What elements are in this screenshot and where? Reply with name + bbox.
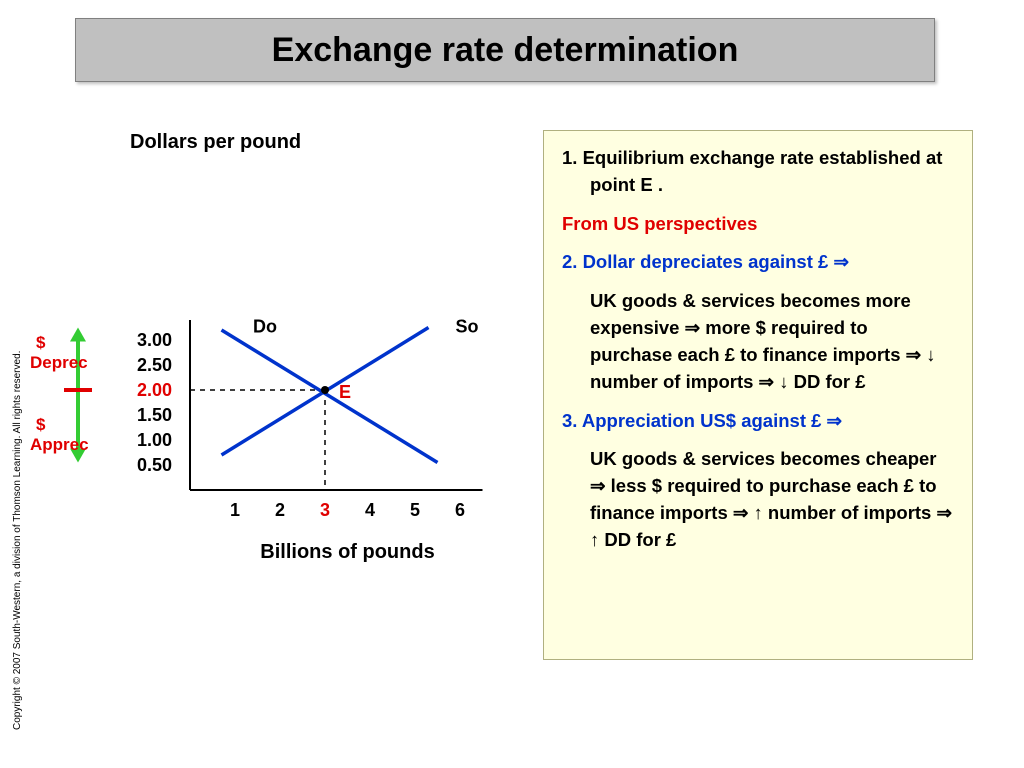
svg-text:Apprec: Apprec	[30, 435, 89, 454]
title-bar: Exchange rate determination	[75, 18, 935, 82]
explanation-item: From US perspectives	[562, 211, 954, 238]
svg-text:E: E	[339, 382, 351, 402]
svg-text:0.50: 0.50	[137, 455, 172, 475]
svg-text:6: 6	[455, 500, 465, 520]
svg-text:1.00: 1.00	[137, 430, 172, 450]
explanation-item: UK goods & services becomes cheaper ⇒ le…	[562, 446, 954, 553]
svg-text:Dollars per pound: Dollars per pound	[130, 131, 301, 153]
svg-text:$: $	[36, 333, 46, 352]
svg-text:2: 2	[275, 500, 285, 520]
svg-text:2.50: 2.50	[137, 355, 172, 375]
svg-text:3.00: 3.00	[137, 330, 172, 350]
svg-text:1.50: 1.50	[137, 405, 172, 425]
svg-text:5: 5	[410, 500, 420, 520]
svg-text:2.00: 2.00	[137, 380, 172, 400]
svg-text:4: 4	[365, 500, 375, 520]
explanation-item: 2. Dollar depreciates against £ ⇒	[562, 249, 954, 276]
svg-text:Deprec: Deprec	[30, 353, 88, 372]
explanation-item: 3. Appreciation US$ against £ ⇒	[562, 408, 954, 435]
svg-text:Billions of pounds: Billions of pounds	[260, 541, 434, 563]
page-title: Exchange rate determination	[272, 31, 739, 70]
supply-demand-chart: Dollars per pound 0.50 1.00 1.50 2.00 2.50 3.0…	[30, 130, 520, 630]
svg-text:$: $	[36, 415, 46, 434]
chart-svg: Dollars per pound 0.50 1.00 1.50 2.00 2.50 3.0…	[30, 130, 520, 630]
svg-text:Do: Do	[253, 317, 277, 337]
explanation-panel: 1. Equilibrium exchange rate established…	[543, 130, 973, 660]
copyright-text: Copyright © 2007 South-Western, a divisi…	[12, 351, 23, 730]
svg-text:1: 1	[230, 500, 240, 520]
svg-text:So: So	[456, 317, 479, 337]
svg-text:3: 3	[320, 500, 330, 520]
explanation-item: UK goods & services becomes more expensi…	[562, 288, 954, 395]
explanation-item: 1. Equilibrium exchange rate established…	[562, 145, 954, 199]
